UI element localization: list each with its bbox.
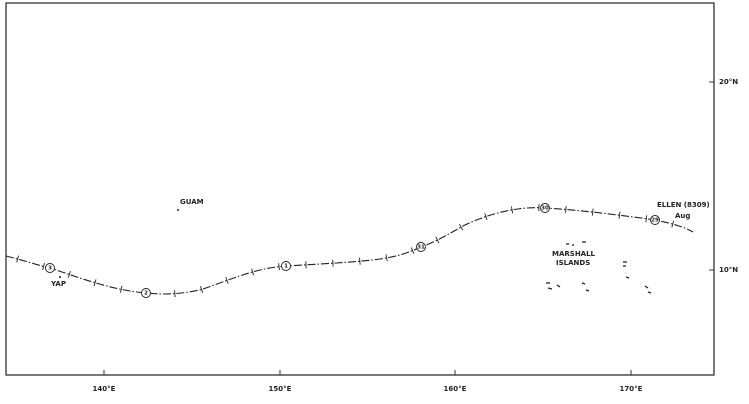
lon-label: 160°E: [444, 385, 467, 393]
place-label: GUAM: [180, 198, 204, 206]
track-tick: [619, 212, 620, 219]
date-label: 3: [48, 266, 52, 272]
place-label: YAP: [50, 280, 66, 288]
lon-label: 150°E: [269, 385, 292, 393]
date-label: 2: [144, 291, 148, 297]
island-guam: [177, 209, 179, 211]
island: [648, 292, 651, 293]
map-frame: [6, 3, 714, 375]
storm-name: ELLEN (8309): [657, 201, 710, 209]
lat-label: 20°N: [719, 78, 738, 86]
graticule-ticks: [104, 82, 714, 375]
island-yap: [59, 276, 61, 278]
lon-label: 170°E: [620, 385, 643, 393]
island: [626, 277, 629, 278]
storm-month: Aug: [675, 212, 690, 220]
island: [586, 290, 589, 291]
island: [582, 283, 585, 284]
date-label: 31: [417, 245, 425, 251]
track-tick: [511, 206, 512, 213]
island: [645, 286, 648, 288]
track-tick: [360, 258, 361, 265]
lat-label: 10°N: [719, 266, 738, 274]
island: [557, 285, 560, 287]
track-tick: [646, 215, 647, 222]
lon-label: 140°E: [93, 385, 116, 393]
track-tick: [121, 286, 122, 293]
place-label: ISLANDS: [556, 259, 590, 267]
place-label: MARSHALL: [552, 250, 596, 258]
track-tick: [279, 263, 280, 270]
track-tick: [566, 206, 567, 213]
island: [548, 288, 552, 289]
track-tick: [459, 224, 462, 230]
date-label: 1: [284, 264, 288, 270]
date-label: 30: [541, 206, 549, 212]
track-tick: [175, 290, 176, 297]
track-tick: [386, 254, 387, 261]
date-label: 29: [651, 218, 659, 224]
track-tick: [592, 209, 593, 216]
